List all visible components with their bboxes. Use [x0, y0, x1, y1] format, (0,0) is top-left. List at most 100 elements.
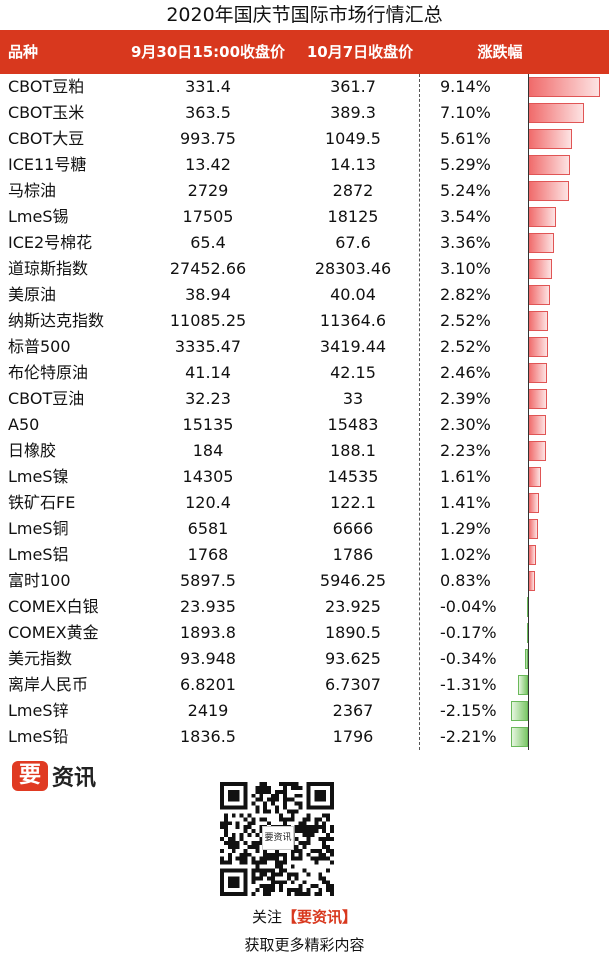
table-row: CBOT豆油 32.23 33 2.39% — [0, 386, 609, 412]
row-name: ICE2号棉花 — [8, 233, 93, 252]
row-sep30: 2729 — [187, 181, 229, 200]
change-bar — [528, 285, 551, 305]
header-change: 涨跌幅 — [477, 43, 523, 61]
row-oct7: 389.3 — [330, 103, 376, 122]
change-bar — [528, 155, 570, 175]
row-change: -0.04% — [440, 597, 497, 616]
row-name: LmeS铅 — [8, 727, 69, 746]
row-name: A50 — [8, 415, 40, 434]
row-sep30: 32.23 — [185, 389, 231, 408]
table-row: 纳斯达克指数 11085.25 11364.6 2.52% — [0, 308, 609, 334]
row-oct7: 3419.44 — [319, 337, 387, 356]
table-row: COMEX黄金 1893.8 1890.5 -0.17% — [0, 620, 609, 646]
quote-table: CBOT豆粕 331.4 361.7 9.14% CBOT玉米 363.5 389.3 7.1… — [0, 74, 609, 750]
table-row: 美原油 38.94 40.04 2.82% — [0, 282, 609, 308]
row-name: CBOT豆油 — [8, 389, 85, 408]
change-bar — [528, 233, 555, 253]
row-sep30: 331.4 — [185, 77, 231, 96]
row-name: 布伦特原油 — [8, 363, 89, 382]
row-name: LmeS锡 — [8, 207, 69, 226]
table-row: LmeS铜 6581 6666 1.29% — [0, 516, 609, 542]
qr-code-icon — [220, 782, 334, 896]
row-oct7: 40.04 — [330, 285, 376, 304]
row-oct7: 15483 — [327, 415, 379, 434]
follow-text: 关注【要资讯】 — [0, 906, 609, 927]
row-sep30: 93.948 — [180, 649, 236, 668]
change-bar — [528, 207, 556, 227]
row-oct7: 42.15 — [330, 363, 376, 382]
change-bar — [528, 519, 539, 539]
row-oct7: 1786 — [332, 545, 374, 564]
row-sep30: 3335.47 — [174, 337, 242, 356]
row-change: 7.10% — [440, 103, 491, 122]
table-row: CBOT大豆 993.75 1049.5 5.61% — [0, 126, 609, 152]
row-oct7: 11364.6 — [319, 311, 387, 330]
row-sep30: 23.935 — [180, 597, 236, 616]
row-change: 1.41% — [440, 493, 491, 512]
header-oct7: 10月7日收盘价 — [306, 43, 414, 61]
row-sep30: 15135 — [182, 415, 234, 434]
row-sep30: 363.5 — [185, 103, 231, 122]
change-bar — [525, 649, 528, 669]
change-bar — [528, 363, 548, 383]
header-name: 品种 — [8, 43, 39, 61]
brand-logo: 要 资讯 — [12, 760, 96, 792]
row-sep30: 6.8201 — [180, 675, 236, 694]
change-bar — [528, 181, 570, 201]
table-row: ICE2号棉花 65.4 67.6 3.36% — [0, 230, 609, 256]
row-oct7: 93.625 — [325, 649, 381, 668]
change-bar — [528, 441, 546, 461]
row-change: 5.61% — [440, 129, 491, 148]
change-bar — [528, 389, 547, 409]
row-sep30: 184 — [192, 441, 224, 460]
change-bar — [528, 415, 547, 435]
row-change: 2.52% — [440, 337, 491, 356]
row-name: ICE11号糖 — [8, 155, 87, 174]
follow-prefix: 关注 — [251, 908, 282, 926]
row-name: 道琼斯指数 — [8, 259, 89, 278]
row-oct7: 67.6 — [335, 233, 371, 252]
change-bar — [528, 311, 548, 331]
row-change: 1.61% — [440, 467, 491, 486]
row-change: 2.46% — [440, 363, 491, 382]
row-sep30: 13.42 — [185, 155, 231, 174]
row-name: 马棕油 — [8, 181, 57, 200]
page-title: 2020年国庆节国际市场行情汇总 — [166, 4, 443, 26]
table-row: LmeS铝 1768 1786 1.02% — [0, 542, 609, 568]
row-sep30: 2419 — [187, 701, 229, 720]
row-change: 1.02% — [440, 545, 491, 564]
row-oct7: 361.7 — [330, 77, 376, 96]
row-oct7: 2367 — [332, 701, 374, 720]
change-bar — [528, 493, 540, 513]
row-change: 2.23% — [440, 441, 491, 460]
row-oct7: 188.1 — [330, 441, 376, 460]
table-row: COMEX白银 23.935 23.925 -0.04% — [0, 594, 609, 620]
row-name: 纳斯达克指数 — [8, 311, 105, 330]
table-header: 品种 9月30日15:00收盘价 10月7日收盘价 涨跌幅 — [0, 30, 609, 74]
row-oct7: 28303.46 — [314, 259, 392, 278]
row-name: 富时100 — [8, 571, 71, 590]
header-sep30: 9月30日15:00收盘价 — [130, 43, 286, 61]
row-change: 5.29% — [440, 155, 491, 174]
row-change: -0.34% — [440, 649, 497, 668]
row-name: 离岸人民币 — [8, 675, 89, 694]
logo-mark: 要 — [12, 761, 48, 791]
table-row: 标普500 3335.47 3419.44 2.52% — [0, 334, 609, 360]
table-row: LmeS镍 14305 14535 1.61% — [0, 464, 609, 490]
row-name: CBOT大豆 — [8, 129, 85, 148]
row-name: LmeS铜 — [8, 519, 69, 538]
row-name: 铁矿石FE — [8, 493, 76, 512]
bar-axis — [528, 74, 529, 750]
row-sep30: 17505 — [182, 207, 234, 226]
table-row: 道琼斯指数 27452.66 28303.46 3.10% — [0, 256, 609, 282]
row-name: LmeS锌 — [8, 701, 69, 720]
row-change: -2.15% — [440, 701, 497, 720]
table-row: 日橡胶 184 188.1 2.23% — [0, 438, 609, 464]
row-oct7: 23.925 — [325, 597, 381, 616]
row-change: 0.83% — [440, 571, 491, 590]
qr-badge: 要资讯 — [262, 826, 294, 850]
table-row: 布伦特原油 41.14 42.15 2.46% — [0, 360, 609, 386]
change-bar — [528, 467, 541, 487]
row-name: 美原油 — [8, 285, 57, 304]
row-sep30: 41.14 — [185, 363, 231, 382]
